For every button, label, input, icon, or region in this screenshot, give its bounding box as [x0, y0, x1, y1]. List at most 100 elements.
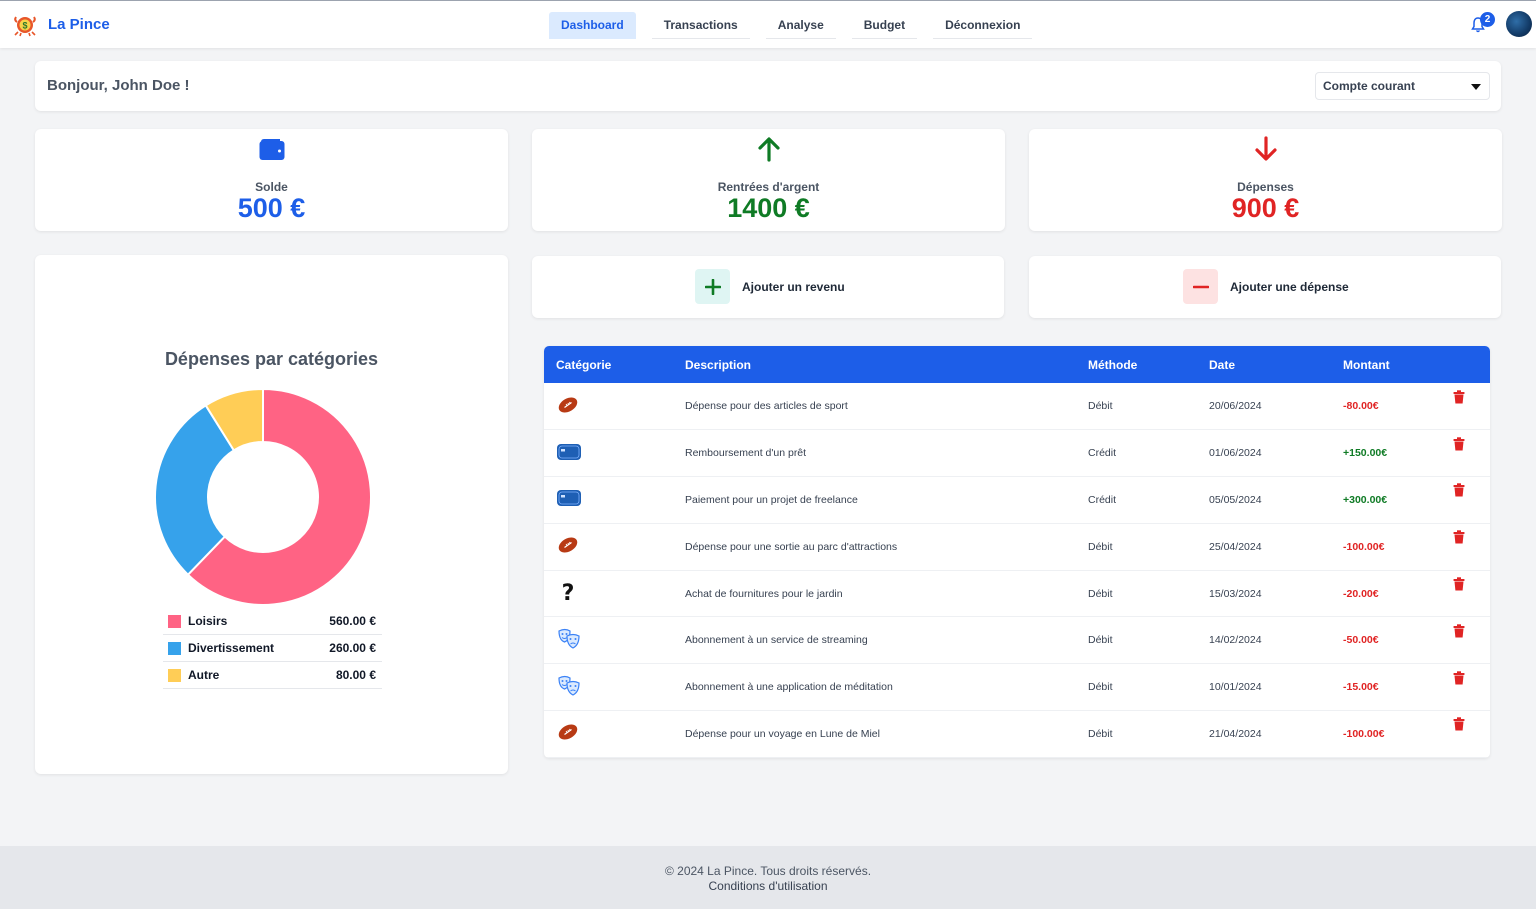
category-cell [544, 430, 673, 477]
income-card: Rentrées d'argent 1400 € [532, 129, 1005, 231]
trash-icon[interactable] [1453, 717, 1465, 734]
method-cell: Crédit [1088, 447, 1117, 460]
column-header-category[interactable]: Catégorie [556, 357, 612, 372]
legend-item[interactable]: Loisirs 560.00 € [163, 608, 382, 635]
account-select-value: Compte courant [1323, 79, 1416, 93]
actions-cell [1441, 383, 1490, 430]
actions-cell [1441, 523, 1490, 570]
table-header-row: Catégorie Description Méthode Date Monta… [544, 346, 1490, 383]
donut-slice-divertissement[interactable] [154, 404, 236, 577]
method-cell: Débit [1088, 587, 1113, 600]
account-select[interactable]: Compte courant [1315, 72, 1490, 100]
trash-icon[interactable] [1453, 670, 1465, 688]
balance-value: 500 € [237, 193, 306, 223]
legend-label: Divertissement [188, 641, 275, 655]
chevron-down-icon [1471, 84, 1481, 90]
actions-cell [1441, 477, 1490, 524]
terms-link[interactable]: Conditions d'utilisation [708, 879, 828, 893]
trash-icon[interactable] [1453, 389, 1465, 407]
legend-item[interactable]: Divertissement 260.00 € [163, 635, 382, 662]
amount-cell: -100.00€ [1343, 540, 1385, 553]
description-cell: Dépense pour un voyage en Lune de Miel [685, 727, 880, 740]
column-header-date[interactable]: Date [1209, 357, 1236, 372]
category-cell [544, 383, 673, 430]
actions-cell [1441, 711, 1490, 758]
trash-icon[interactable] [1453, 483, 1465, 500]
column-header-actions [1441, 346, 1490, 383]
theater-masks-icon [556, 628, 582, 654]
nav-transactions[interactable]: Transactions [651, 12, 750, 39]
transactions-table: Catégorie Description Méthode Date Monta… [544, 346, 1490, 758]
table-row[interactable]: Dépense pour un voyage en Lune de Miel Dé… [544, 711, 1490, 758]
method-cell: Débit [1088, 681, 1113, 694]
table-row[interactable]: Dépense pour des articles de sport Débit 2… [544, 383, 1490, 430]
category-cell [544, 711, 673, 758]
category-cell [544, 617, 673, 664]
wallet-icon [259, 139, 284, 160]
amount-cell: -100.00€ [1343, 727, 1385, 740]
income-label: Rentrées d'argent [717, 180, 820, 194]
theater-masks-icon [556, 675, 582, 701]
svg-text:$: $ [22, 21, 27, 31]
date-cell: 15/03/2024 [1209, 587, 1262, 600]
trash-icon[interactable] [1453, 530, 1465, 547]
crab-logo-icon: $ [14, 16, 36, 37]
table-row[interactable]: Remboursement d'un prêt Crédit 01/06/2024 +… [544, 430, 1490, 477]
category-cell: ? [544, 570, 673, 617]
date-cell: 14/02/2024 [1209, 634, 1262, 647]
column-header-amount[interactable]: Montant [1343, 357, 1390, 372]
greeting-text: Bonjour, John Doe ! [47, 77, 190, 94]
legend-swatch [168, 614, 181, 628]
notifications-button[interactable]: 2 [1468, 12, 1496, 38]
column-header-description[interactable]: Description [685, 357, 752, 372]
trash-icon[interactable] [1453, 436, 1465, 454]
amount-cell: -20.00€ [1343, 587, 1379, 600]
football-icon [556, 397, 580, 418]
actions-cell [1441, 664, 1490, 711]
expenses-card: Dépenses 900 € [1029, 129, 1502, 231]
legend-label: Loisirs [188, 614, 228, 628]
avatar[interactable] [1506, 11, 1532, 37]
nav-budget[interactable]: Budget [851, 12, 918, 39]
legend-label: Autre [188, 668, 220, 682]
add-income-button[interactable]: Ajouter un revenu [695, 269, 845, 304]
category-cell [544, 523, 673, 570]
footer-copyright: © 2024 La Pince. Tous droits réservés. [664, 864, 872, 878]
nav-logout[interactable]: Déconnexion [933, 12, 1033, 39]
description-cell: Dépense pour une sortie au parc d'attrac… [685, 540, 898, 553]
credit-card-icon [556, 443, 582, 465]
table-row[interactable]: ? Achat de fournitures pour le jardin Débi… [544, 570, 1490, 617]
trash-icon[interactable] [1453, 577, 1465, 594]
add-expense-button[interactable]: Ajouter une dépense [1183, 269, 1349, 304]
donut-slice-loisirs[interactable] [186, 387, 372, 606]
description-cell: Achat de fournitures pour le jardin [685, 587, 843, 600]
nav-dashboard[interactable]: Dashboard [549, 12, 636, 39]
trash-icon[interactable] [1453, 624, 1465, 641]
expenses-by-category-card: Dépenses par catégories Loisirs 560.00 € D… [35, 255, 508, 774]
table-row[interactable]: Paiement pour un projet de freelance Créd… [544, 477, 1490, 524]
method-cell: Débit [1088, 540, 1113, 553]
date-cell: 20/06/2024 [1209, 400, 1262, 413]
brand[interactable]: $ La Pince [12, 11, 110, 37]
top-navbar: $ La Pince Dashboard Transactions Analys… [0, 0, 1536, 48]
amount-cell: -15.00€ [1343, 681, 1379, 694]
chart-title: Dépenses par catégories [164, 349, 379, 369]
arrow-down-icon [1254, 136, 1277, 161]
date-cell: 25/04/2024 [1209, 540, 1262, 553]
table-row[interactable]: Abonnement à une application de méditati… [544, 664, 1490, 711]
football-icon [556, 537, 580, 558]
amount-cell: +150.00€ [1343, 447, 1388, 460]
actions-cell [1441, 430, 1490, 477]
table-row[interactable]: Dépense pour une sortie au parc d'attrac… [544, 523, 1490, 571]
donut-slice-autre[interactable] [204, 387, 264, 452]
legend-item[interactable]: Autre 80.00 € [163, 662, 382, 689]
method-cell: Débit [1088, 400, 1113, 413]
column-header-method[interactable]: Méthode [1088, 357, 1138, 372]
legend-swatch [168, 641, 181, 655]
add-expense-label: Ajouter une dépense [1230, 279, 1349, 294]
date-cell: 21/04/2024 [1209, 727, 1262, 740]
table-row[interactable]: Abonnement à un service de streaming Débi… [544, 617, 1490, 664]
nav-analyse[interactable]: Analyse [765, 12, 836, 39]
category-cell [544, 477, 673, 524]
notification-count-badge: 2 [1480, 12, 1495, 27]
